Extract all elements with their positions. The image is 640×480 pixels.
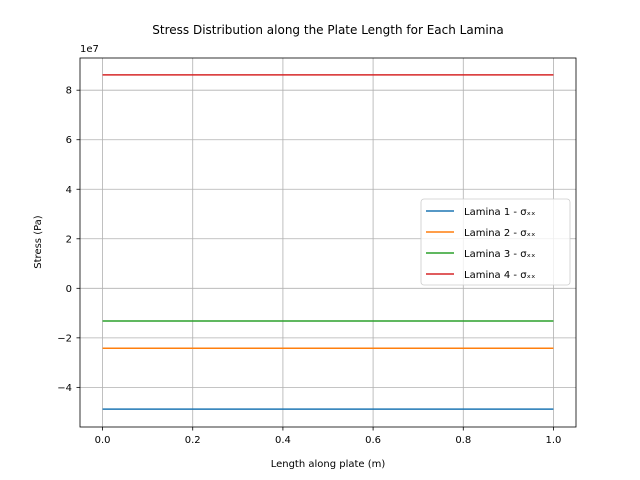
legend-box: [420, 198, 571, 286]
x-axis-label: Length along plate (m): [271, 459, 386, 470]
ticks: 0.0 0.2 0.4 0.6 0.8 1.0 −4 −2 0 2 4 6 8: [57, 86, 561, 446]
chart-title: Stress Distribution along the Plate Leng…: [152, 23, 503, 37]
x-tick-label: 0.0: [95, 435, 111, 446]
y-tick-label: −2: [57, 333, 72, 344]
axes-frame: [79, 57, 577, 428]
y-tick-label: 8: [66, 86, 72, 97]
x-tick-label: 0.2: [185, 435, 201, 446]
legend: Lamina 1 - σₓₓ Lamina 2 - σₓₓ Lamina 3 - σ…: [420, 198, 571, 286]
legend-label-3: Lamina 3 - σₓₓ: [464, 249, 535, 260]
y-tick-label: 0: [66, 284, 72, 295]
legend-label-4: Lamina 4 - σₓₓ: [464, 270, 535, 281]
y-tick-label: 4: [66, 185, 72, 196]
y-tick-label: 2: [66, 234, 72, 245]
axes: [79, 57, 577, 428]
grid: [80, 58, 576, 427]
x-tick-label: 1.0: [546, 435, 562, 446]
y-tick-label: 6: [66, 135, 72, 146]
x-tick-label: 0.6: [365, 435, 381, 446]
y-tick-label: −4: [57, 383, 72, 394]
y-scale-label: 1e7: [80, 44, 99, 55]
x-tick-label: 0.8: [455, 435, 471, 446]
x-tick-label: 0.4: [275, 435, 291, 446]
legend-label-1: Lamina 1 - σₓₓ: [464, 207, 535, 218]
legend-label-2: Lamina 2 - σₓₓ: [464, 228, 535, 239]
series-layer: [102, 74, 554, 410]
y-axis-label: Stress (Pa): [33, 215, 44, 269]
